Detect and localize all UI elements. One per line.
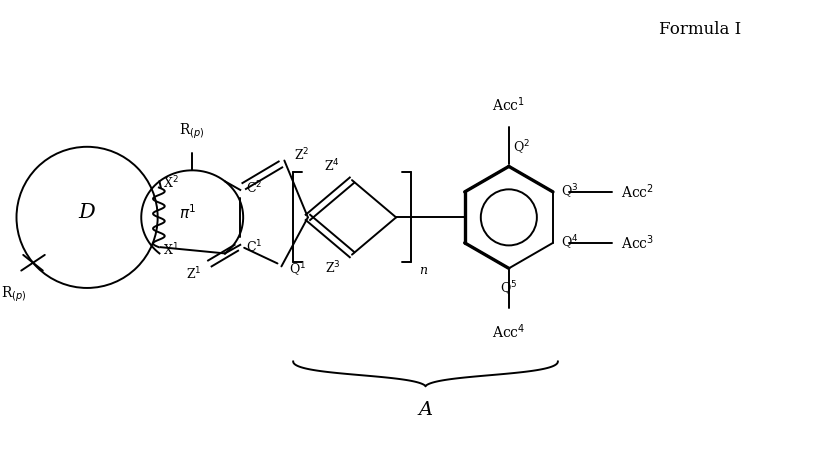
Text: $\pi$$^1$: $\pi$$^1$ <box>179 203 196 222</box>
Text: Z$^2$: Z$^2$ <box>294 146 309 163</box>
Text: X$^2$: X$^2$ <box>163 174 179 191</box>
Text: Z$^4$: Z$^4$ <box>324 158 340 175</box>
Text: Formula I: Formula I <box>658 21 741 38</box>
Text: X$^1$: X$^1$ <box>163 242 179 259</box>
Text: n: n <box>418 264 427 278</box>
Text: D: D <box>79 203 95 222</box>
Text: Q$^4$: Q$^4$ <box>561 234 578 252</box>
Text: Z$^1$: Z$^1$ <box>186 266 202 283</box>
Text: A: A <box>418 402 433 420</box>
Text: Q$^5$: Q$^5$ <box>500 280 518 298</box>
Text: Acc$^2$: Acc$^2$ <box>620 183 653 201</box>
Text: Q$^1$: Q$^1$ <box>289 261 306 279</box>
Text: Acc$^1$: Acc$^1$ <box>492 96 525 114</box>
Text: C$^2$: C$^2$ <box>246 180 262 196</box>
Text: R$_{(p)}$: R$_{(p)}$ <box>179 122 205 141</box>
Text: Acc$^3$: Acc$^3$ <box>620 234 654 252</box>
Text: R$_{(p)}$: R$_{(p)}$ <box>1 284 26 303</box>
Text: Q$^3$: Q$^3$ <box>561 183 578 201</box>
Text: Acc$^4$: Acc$^4$ <box>492 322 525 341</box>
Text: Q$^2$: Q$^2$ <box>513 138 530 157</box>
Text: C$^1$: C$^1$ <box>246 238 262 255</box>
Text: Z$^3$: Z$^3$ <box>324 260 340 277</box>
